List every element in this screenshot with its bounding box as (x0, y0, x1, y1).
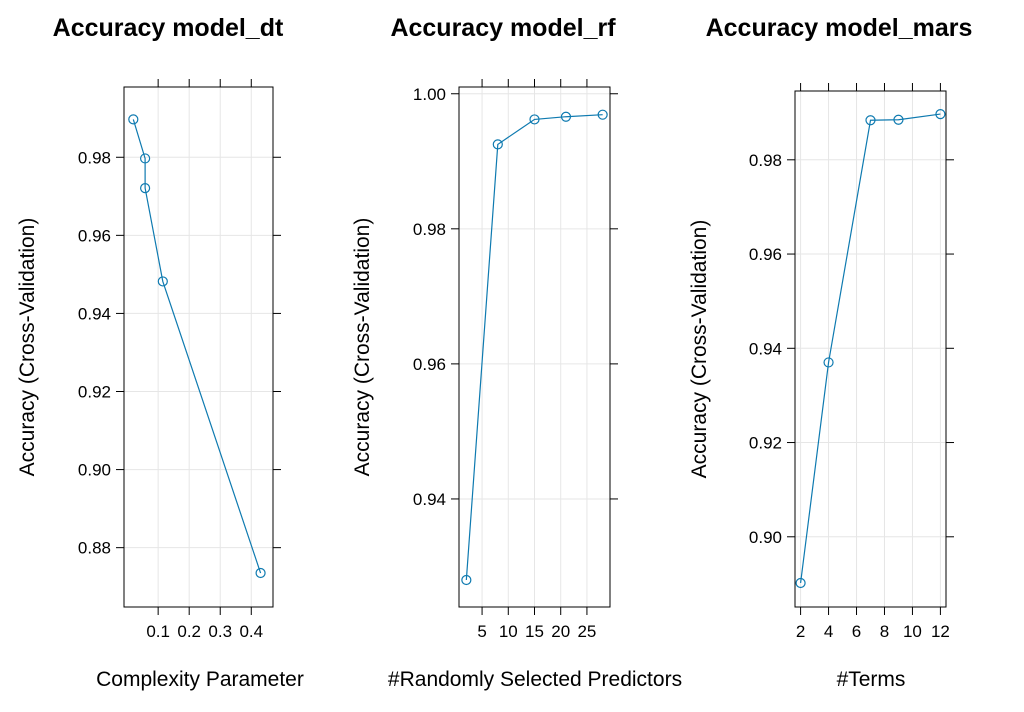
plot-frame (794, 90, 947, 608)
panel-model-rf: 5 10 15 20 25 0.94 0.96 0.98 1.00 Accuracy model_… (351, 14, 682, 691)
data-point (795, 577, 806, 589)
x-tick-label: 10 (903, 622, 922, 641)
y-tick-label: 1.00 (413, 85, 446, 104)
x-tick-label: 0.1 (146, 622, 170, 641)
x-tick-label: 5 (477, 622, 486, 641)
x-tick-label: 20 (551, 622, 570, 641)
chart-title-model-mars: Accuracy model_mars (706, 14, 973, 42)
y-tick-label: 0.96 (749, 245, 782, 264)
y-tick-label: 0.94 (413, 490, 446, 509)
y-tick-label: 0.96 (78, 226, 111, 245)
series-line (132, 119, 262, 574)
x-tick-label: 2 (796, 622, 805, 641)
x-tick-label: 15 (525, 622, 544, 641)
y-tick-label: 0.92 (749, 434, 782, 453)
y-tick-label: 0.92 (78, 383, 111, 402)
y-tick-label: 0.96 (413, 355, 446, 374)
x-tick-label: 10 (499, 622, 518, 641)
data-point (140, 153, 151, 164)
data-point (255, 567, 266, 579)
chart-title-model-rf: Accuracy model_rf (390, 14, 616, 42)
data-point (935, 108, 946, 120)
x-tick-label: 0.4 (239, 622, 263, 641)
data-point (128, 114, 139, 125)
data-point (823, 357, 834, 368)
panel-model-mars: 2 4 6 8 10 12 0.90 0.92 0.94 0.96 0.98 Accuracy mod… (688, 14, 972, 691)
data-point (597, 109, 608, 120)
x-tick-label: 4 (824, 622, 833, 641)
series-line (465, 114, 603, 581)
y-tick-label: 0.88 (78, 539, 111, 558)
y-tick-label: 0.98 (78, 148, 111, 167)
data-point (893, 114, 904, 125)
data-point (560, 111, 572, 122)
x-tick-label: 12 (931, 622, 950, 641)
x-tick-label: 0.2 (177, 622, 201, 641)
y-tick-label: 0.94 (78, 304, 111, 323)
series-line (799, 113, 941, 584)
chart-title-model-dt: Accuracy model_dt (53, 14, 284, 42)
data-point (140, 183, 151, 194)
x-tick-label: 8 (880, 622, 889, 641)
plot-frame (123, 86, 274, 608)
data-point (865, 115, 876, 126)
x-axis-label: Complexity Parameter (96, 668, 304, 691)
y-tick-label: 0.90 (78, 461, 111, 480)
x-axis-label: #Randomly Selected Predictors (388, 668, 682, 691)
panel-model-dt: 0.1 0.2 0.3 0.4 0.88 0.90 0.92 0.94 0.96 0.98 Accu… (16, 14, 304, 691)
y-tick-label: 0.98 (749, 151, 782, 170)
x-axis-label: #Terms (837, 668, 906, 691)
y-axis-label: Accuracy (Cross-Validation) (351, 218, 374, 477)
data-point (529, 114, 540, 125)
data-point (157, 276, 168, 287)
data-point (492, 139, 503, 150)
y-tick-label: 0.98 (413, 220, 446, 239)
x-tick-label: 25 (577, 622, 596, 641)
data-point (461, 574, 472, 586)
y-tick-label: 0.90 (749, 528, 782, 547)
y-tick-label: 0.94 (749, 339, 782, 358)
x-tick-label: 0.3 (208, 622, 232, 641)
y-axis-label: Accuracy (Cross-Validation) (16, 218, 39, 477)
x-tick-label: 6 (852, 622, 861, 641)
y-axis-label: Accuracy (Cross-Validation) (688, 220, 711, 479)
